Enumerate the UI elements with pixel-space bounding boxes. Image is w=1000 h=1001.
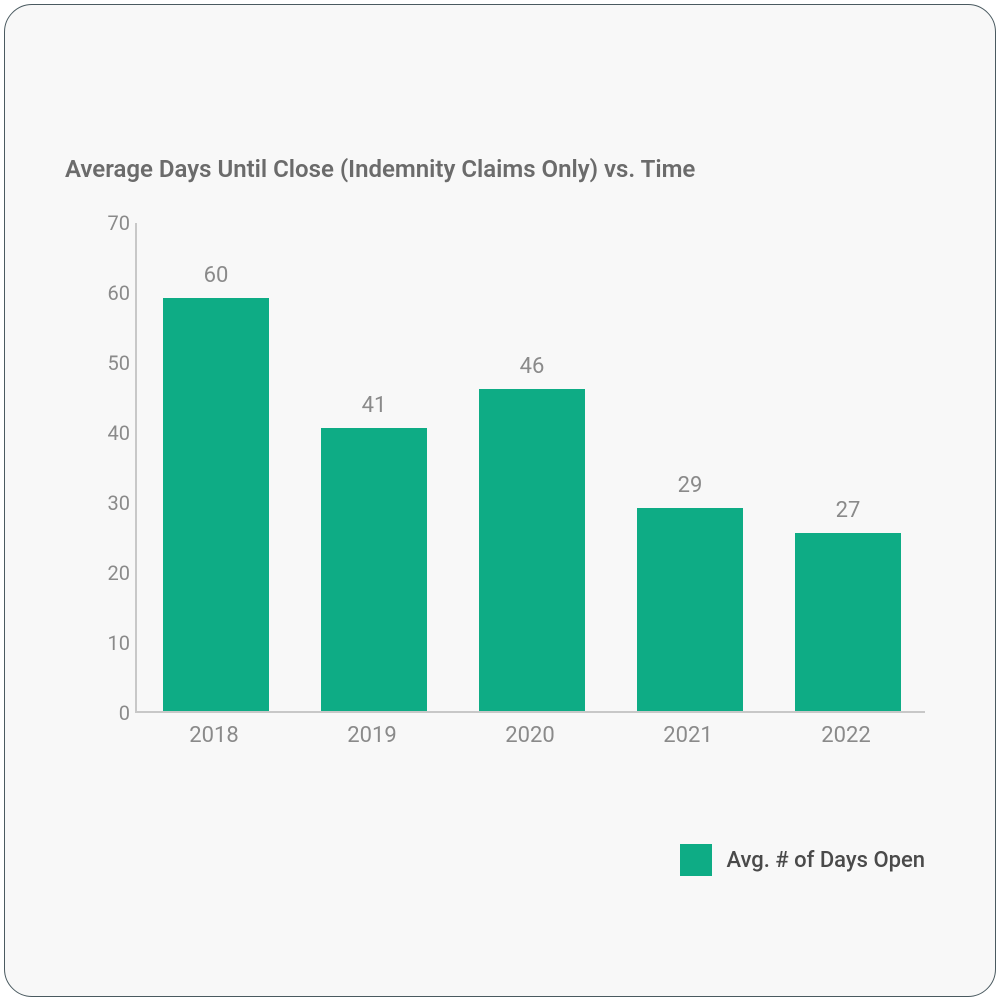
y-tick-label: 30	[75, 491, 130, 515]
bar	[321, 428, 427, 712]
bar-value-label: 29	[678, 473, 703, 498]
bar	[795, 533, 901, 712]
y-tick-label: 50	[75, 351, 130, 375]
legend-swatch	[680, 844, 712, 876]
chart-card: Average Days Until Close (Indemnity Clai…	[4, 4, 996, 997]
chart-area: 0 10 20 30 40 50 60 70 60 41 46 29 27 2018 2019 2020 2…	[75, 213, 935, 773]
bar-group: 41	[321, 393, 427, 712]
y-tick-label: 60	[75, 281, 130, 305]
bar	[479, 389, 585, 711]
y-tick-label: 40	[75, 421, 130, 445]
bar-value-label: 27	[836, 498, 861, 523]
bar-value-label: 46	[520, 354, 545, 379]
y-tick-label: 20	[75, 561, 130, 585]
bar-value-label: 41	[362, 393, 387, 418]
x-tick-label: 2022	[793, 723, 899, 748]
y-tick-label: 70	[75, 211, 130, 235]
x-tick-label: 2021	[635, 723, 741, 748]
bar-group: 27	[795, 498, 901, 712]
x-tick-label: 2018	[161, 723, 267, 748]
bar-group: 46	[479, 354, 585, 711]
bar	[637, 508, 743, 711]
bar-value-label: 60	[204, 263, 229, 288]
legend-label: Avg. # of Days Open	[726, 848, 925, 873]
x-tick-label: 2019	[319, 723, 425, 748]
chart-title: Average Days Until Close (Indemnity Clai…	[65, 155, 935, 183]
y-tick-label: 10	[75, 631, 130, 655]
legend: Avg. # of Days Open	[680, 844, 925, 876]
bar-group: 60	[163, 263, 269, 711]
x-tick-label: 2020	[477, 723, 583, 748]
bar	[163, 298, 269, 711]
plot-area: 60 41 46 29 27	[135, 223, 925, 713]
bar-group: 29	[637, 473, 743, 711]
y-tick-label: 0	[75, 701, 130, 725]
